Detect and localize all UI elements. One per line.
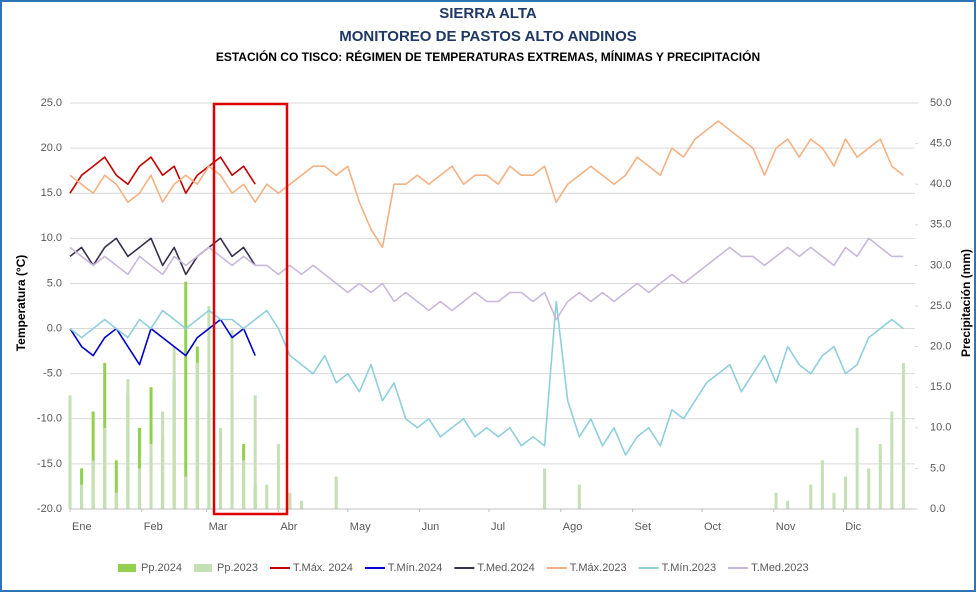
y2-tick-label: 50.0 [930, 97, 951, 109]
bar [276, 444, 280, 509]
legend-label: Pp.2024 [141, 562, 182, 574]
bar [68, 395, 72, 509]
bar [103, 427, 107, 509]
bar [253, 395, 257, 509]
bar [774, 492, 778, 509]
bar [855, 427, 859, 509]
y-tick-label: 15.0 [41, 187, 62, 199]
bar [126, 379, 130, 509]
bar [577, 484, 581, 509]
bar [91, 460, 95, 509]
legend-label: T.Mín.2023 [662, 562, 716, 574]
legend-swatch [193, 564, 212, 572]
bar [543, 468, 547, 509]
bar [172, 346, 176, 509]
x-tick-label: May [350, 521, 371, 533]
bar [300, 500, 304, 509]
legend: Pp.2024 Pp.2023 T.Máx. 2024 T.Mín.2024 T.Med… [118, 562, 809, 574]
bar [230, 330, 234, 509]
legend-label: T.Máx.2023 [570, 562, 627, 574]
line-series [69, 120, 904, 249]
y-tick-label: 20.0 [41, 142, 62, 154]
y2-tick-label: 15.0 [930, 381, 951, 393]
x-tick-label: Set [635, 521, 652, 533]
highlight-box [212, 102, 289, 516]
x-tick-label: Jul [491, 521, 505, 533]
x-tick-label: Ago [563, 521, 583, 533]
legend-label: T.Máx. 2024 [293, 562, 353, 574]
y2-tick-label: 35.0 [930, 219, 951, 231]
bar [184, 281, 188, 509]
bar [832, 492, 836, 509]
y-tick-label: -20.0 [37, 503, 62, 515]
bar [867, 468, 871, 509]
legend-swatch [118, 564, 136, 572]
x-tick-label: Mar [209, 521, 228, 533]
y2-tick-label: 40.0 [930, 178, 951, 190]
y-tick-label: -5.0 [43, 368, 62, 380]
y-tick-label: -10.0 [37, 413, 62, 425]
chart-heading: ESTACIÓN CO TISCO: RÉGIMEN DE TEMPERATUR… [216, 49, 760, 64]
bar [207, 306, 211, 509]
bar [80, 484, 84, 509]
y-tick-label: 5.0 [47, 277, 62, 289]
y2-tick-label: 10.0 [930, 422, 951, 434]
bar [288, 492, 292, 509]
bar [844, 476, 848, 509]
y2-tick-label: 0.0 [930, 503, 945, 515]
y2-tick-label: 5.0 [930, 462, 945, 474]
x-tick-label: Dic [845, 521, 861, 533]
y-tick-label: -15.0 [37, 458, 62, 470]
line-series [69, 156, 256, 194]
legend-label: Pp.2023 [217, 562, 258, 574]
bar [901, 362, 905, 509]
y-tick-label: 0.0 [47, 322, 62, 334]
y-axis-label: Temperatura (°C) [14, 255, 28, 352]
bar [890, 411, 894, 509]
bar [161, 411, 165, 509]
bar [786, 500, 790, 509]
bar [820, 460, 824, 509]
x-tick-label: Nov [776, 521, 796, 533]
y2-tick-label: 45.0 [930, 138, 951, 150]
bar [137, 468, 141, 509]
plot-area: -20.0 -15.0 -10.0 -5.0 0.0 5.0 10.0 15.0 20.0 25.… [37, 97, 952, 533]
bar [878, 444, 882, 509]
line-series [69, 237, 904, 321]
bar [218, 427, 222, 509]
bar [114, 460, 118, 509]
bar [242, 460, 246, 509]
y-tick-label: 25.0 [41, 97, 62, 109]
bar [184, 476, 188, 509]
bar [265, 484, 269, 509]
legend-label: T.Mín.2024 [388, 562, 442, 574]
line-series [69, 318, 256, 366]
chart-title: SIERRA ALTA [439, 5, 537, 22]
bar [334, 476, 338, 509]
x-tick-label: Jun [422, 521, 440, 533]
legend-label: T.Med.2024 [477, 562, 534, 574]
x-tick-label: Abr [280, 521, 297, 533]
line-series [69, 300, 904, 456]
chart-subtitle: MONITOREO DE PASTOS ALTO ANDINOS [339, 28, 637, 45]
y2-tick-label: 20.0 [930, 341, 951, 353]
bar [809, 484, 813, 509]
x-tick-label: Feb [144, 521, 163, 533]
x-tick-label: Ene [72, 521, 92, 533]
y2-tick-label: 25.0 [930, 300, 951, 312]
y2-axis-label: Precipitación (mm) [959, 249, 973, 357]
bar [195, 362, 199, 509]
legend-label: T.Med.2023 [751, 562, 808, 574]
bar [149, 444, 153, 509]
bar [114, 492, 118, 509]
y2-tick-label: 30.0 [930, 259, 951, 271]
y-tick-label: 10.0 [41, 232, 62, 244]
line-series [69, 237, 256, 276]
x-tick-label: Oct [704, 521, 721, 533]
